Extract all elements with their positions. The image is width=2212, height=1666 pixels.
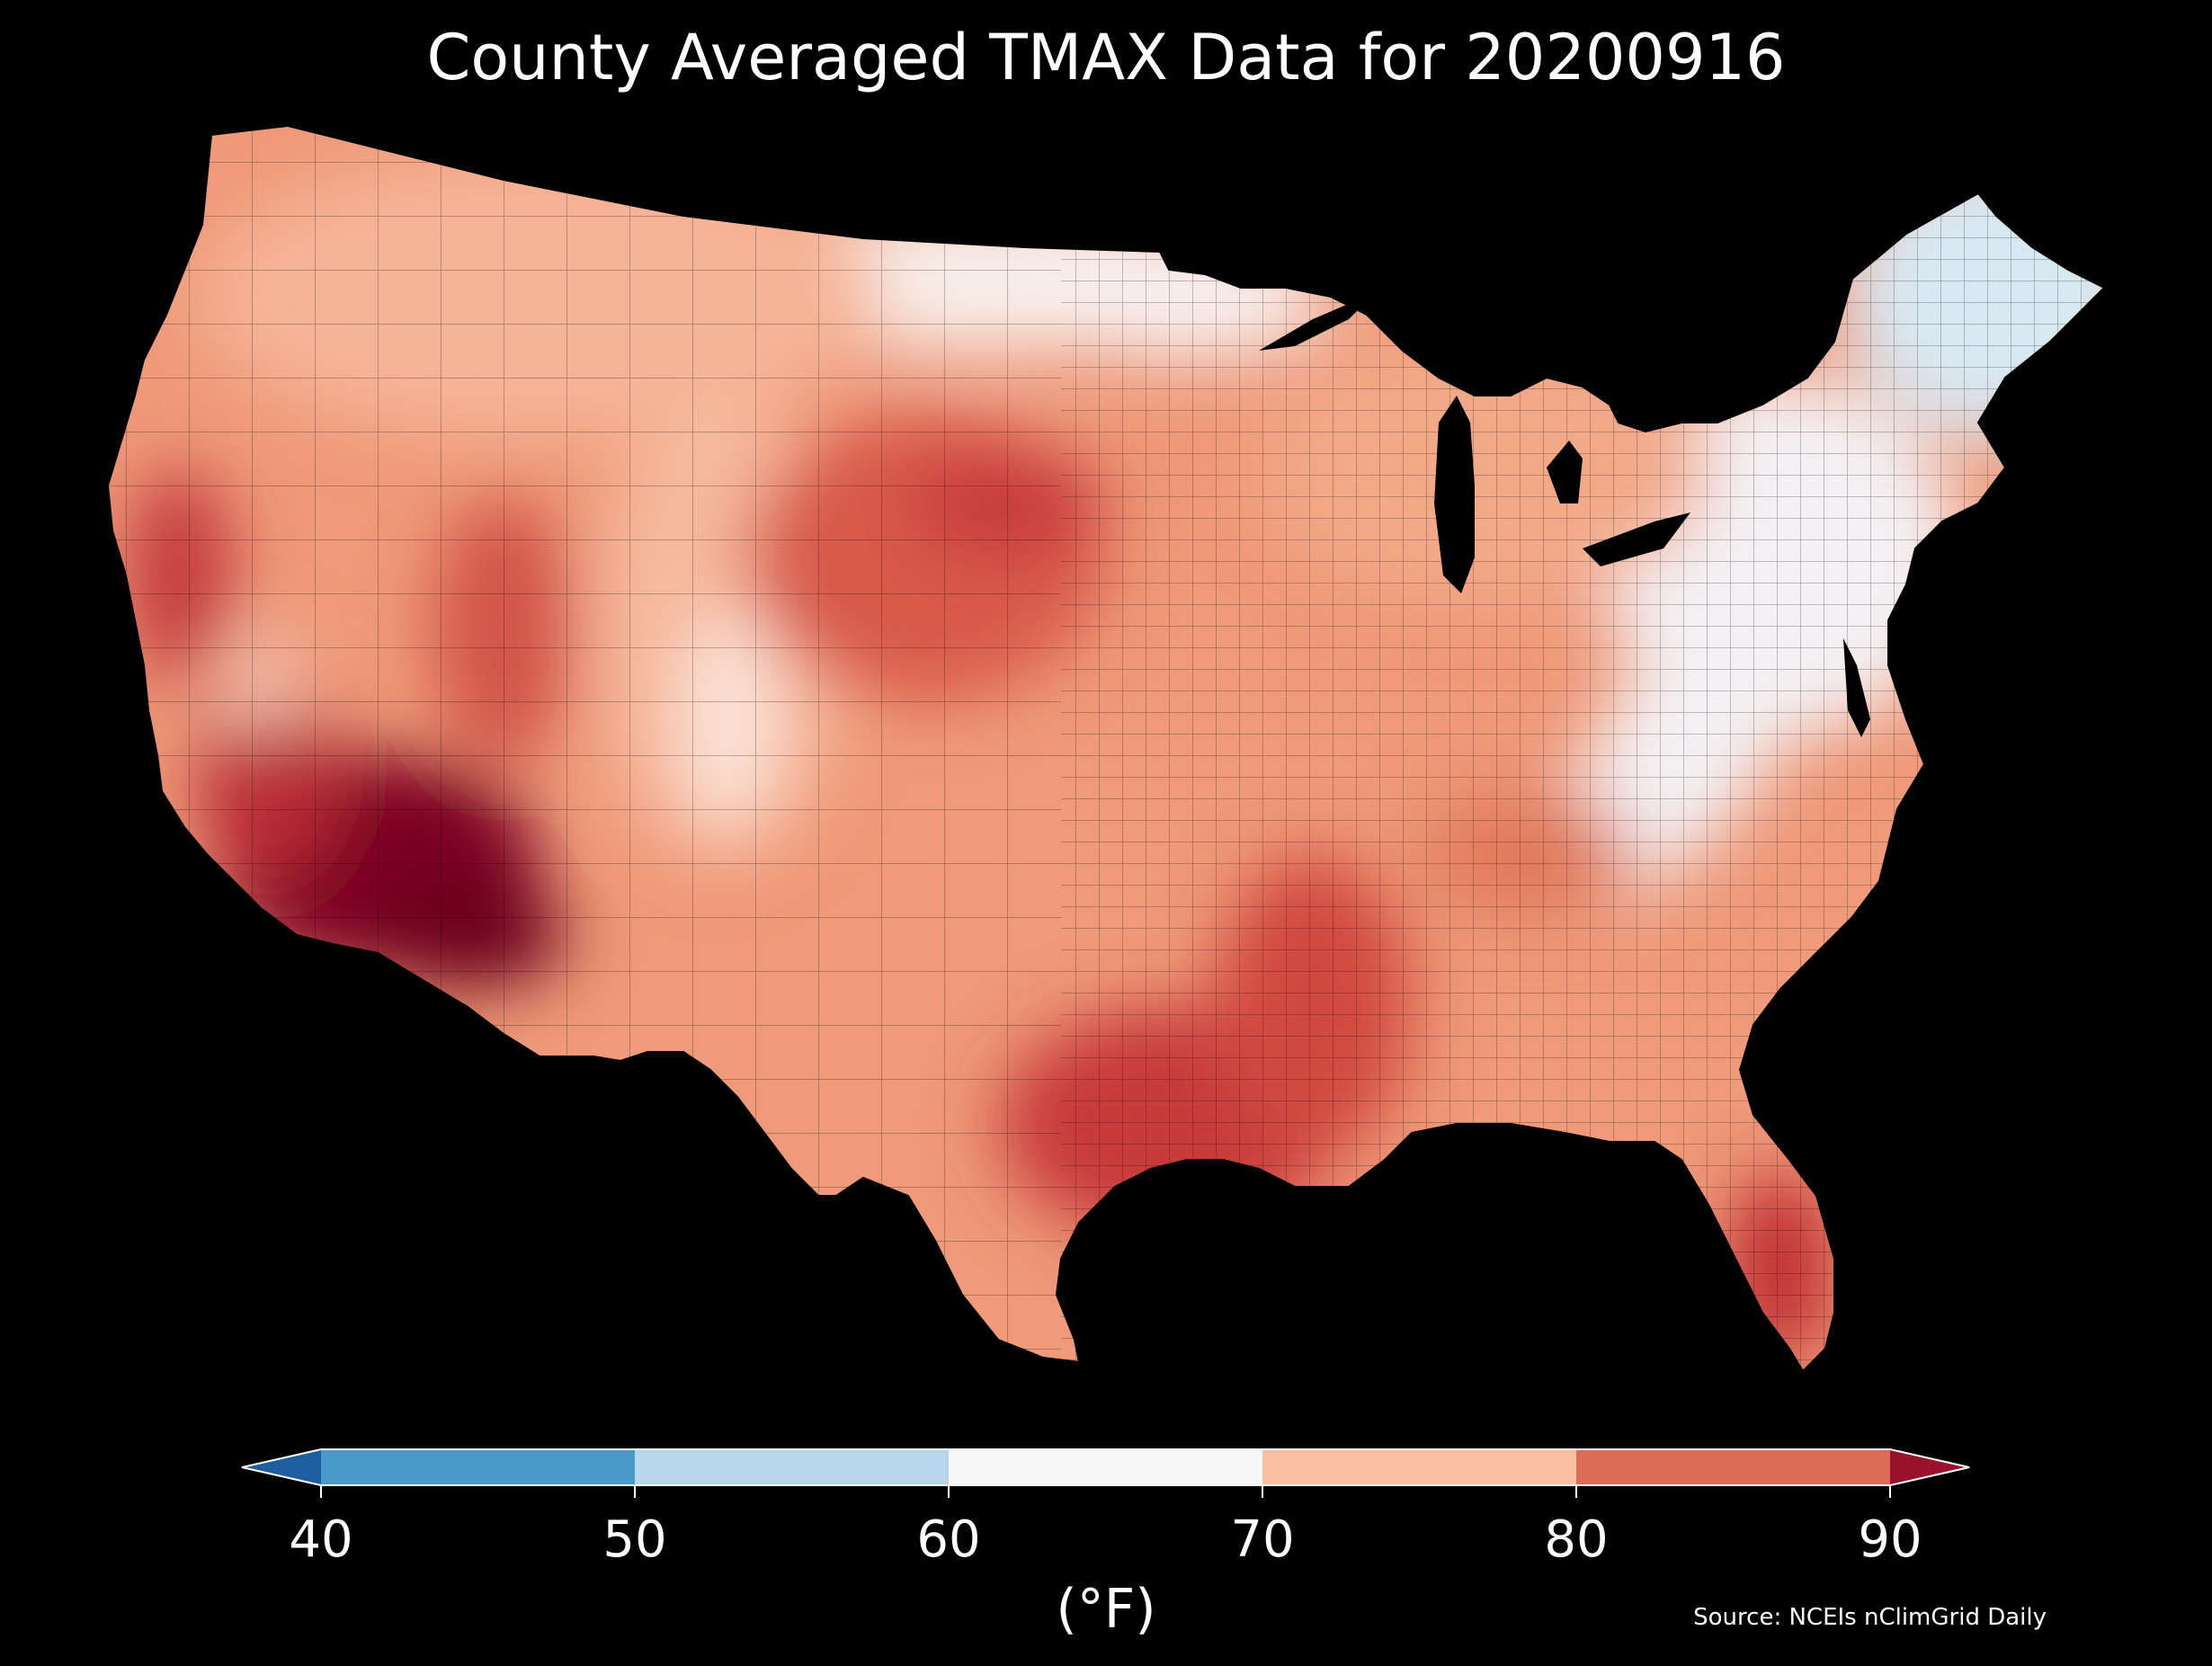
map-title: County Averaged TMAX Data for 20200916	[426, 21, 1786, 94]
colorbar-extend-low	[242, 1449, 321, 1485]
chesapeake-bay	[1843, 638, 1870, 737]
colorbar-extend-high	[1890, 1449, 1969, 1485]
colorbar-tick-label: 40	[289, 1510, 353, 1569]
colorbar-tick-label: 60	[916, 1510, 981, 1569]
lake-michigan	[1434, 396, 1475, 593]
lake-huron	[1547, 441, 1583, 503]
colorbar-bin	[1576, 1449, 1891, 1485]
colorbar-unit-label: (°F)	[1056, 1578, 1156, 1641]
source-note: Source: NCEIs nClimGrid Daily	[1693, 1604, 2047, 1631]
colorbar-bin	[1262, 1449, 1577, 1485]
colorbar-tick-label: 70	[1230, 1510, 1295, 1569]
lake-superior	[1259, 292, 1376, 351]
colorbar-tick-label: 90	[1858, 1510, 1922, 1569]
colorbar-tick-label: 50	[602, 1510, 667, 1569]
colorbar-bin	[635, 1449, 950, 1485]
colorbar-tick-label: 80	[1544, 1510, 1609, 1569]
colorbar-bin	[321, 1449, 636, 1485]
lake-erie	[1583, 512, 1690, 566]
great-lakes	[1259, 292, 1870, 737]
colorbar-bin	[949, 1449, 1263, 1485]
